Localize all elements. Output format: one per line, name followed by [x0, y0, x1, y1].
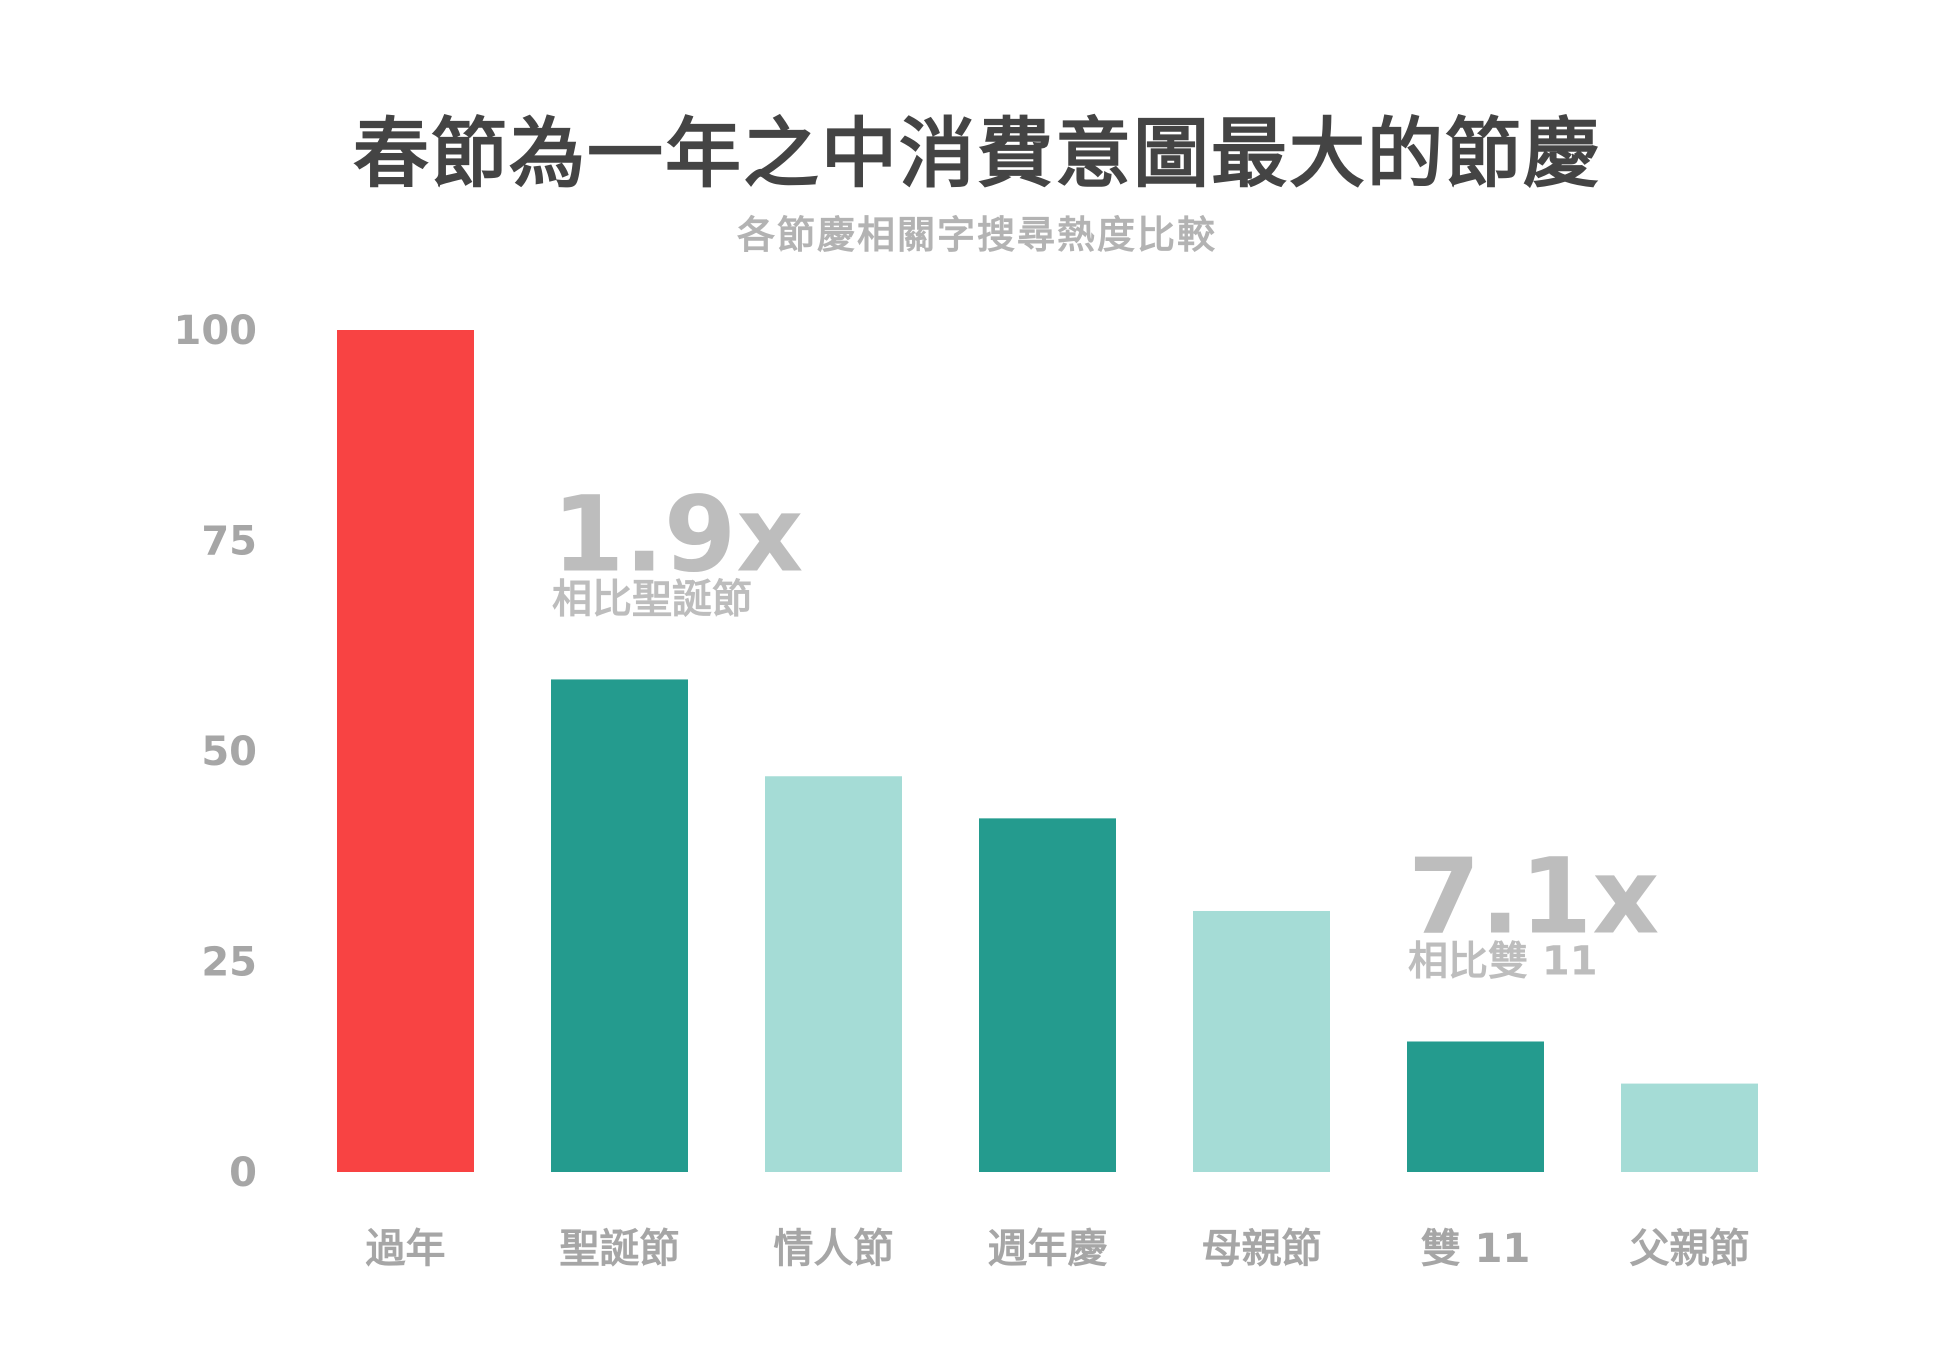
chart-subtitle: 各節慶相關字搜尋熱度比較	[736, 213, 1217, 257]
x-axis: 過年 聖誕節 情人節 週年慶 母親節 雙 11 父親節	[366, 1226, 1750, 1272]
bar-6	[1621, 1083, 1758, 1172]
annotation-multiplier-0: 1.9x	[552, 473, 803, 595]
x-tick-label-5: 雙 11	[1421, 1226, 1531, 1272]
bar-4	[1193, 910, 1330, 1172]
y-tick-label-2: 50	[201, 729, 257, 775]
bar-3	[979, 818, 1116, 1172]
y-tick-label-1: 25	[201, 940, 257, 986]
x-tick-label-4: 母親節	[1202, 1226, 1322, 1272]
bars	[337, 330, 1758, 1172]
annotation-multiplier-1: 7.1x	[1408, 835, 1659, 957]
x-tick-label-2: 情人節	[774, 1226, 894, 1272]
x-tick-label-6: 父親節	[1630, 1226, 1750, 1272]
chart-title: 春節為一年之中消費意圖最大的節慶	[353, 109, 1601, 198]
x-tick-label-3: 週年慶	[988, 1226, 1108, 1272]
bar-1	[551, 679, 688, 1172]
y-tick-label-3: 75	[201, 519, 257, 565]
y-tick-label-0: 0	[229, 1150, 257, 1196]
bar-5	[1407, 1041, 1544, 1172]
annotation-caption-0: 相比聖誕節	[552, 576, 752, 622]
x-tick-label-0: 過年	[366, 1226, 446, 1272]
y-tick-label-4: 100	[174, 308, 258, 354]
x-tick-label-1: 聖誕節	[560, 1226, 680, 1272]
annotation-caption-1: 相比雙 11	[1408, 938, 1598, 984]
bar-0	[337, 330, 474, 1172]
y-axis: 0 25 50 75 100	[174, 308, 258, 1196]
bar-2	[765, 776, 902, 1172]
